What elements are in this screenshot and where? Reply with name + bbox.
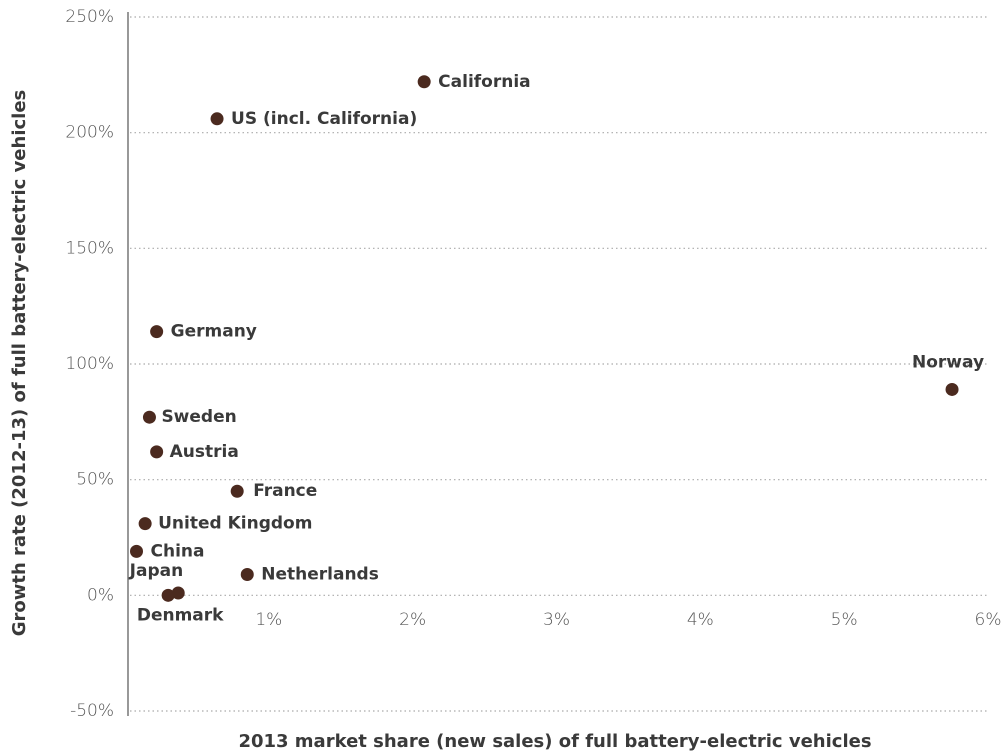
x-tick-label: 1% <box>255 610 282 630</box>
point-label: Denmark <box>137 605 224 625</box>
point-label: United Kingdom <box>158 514 312 534</box>
point <box>142 410 156 424</box>
y-tick-label: 0% <box>87 585 114 605</box>
point <box>171 586 185 600</box>
point-label: US (incl. California) <box>231 109 417 129</box>
point-label: California <box>438 72 530 92</box>
x-tick-label: 2% <box>399 610 426 630</box>
point <box>210 112 224 126</box>
point <box>417 75 431 89</box>
point-label: France <box>253 481 317 501</box>
point-label: Sweden <box>161 407 236 427</box>
point <box>161 588 175 602</box>
point-label: Austria <box>170 442 239 462</box>
x-tick-label: 6% <box>975 610 1002 630</box>
point-label: Norway <box>912 352 984 372</box>
y-tick-label: 100% <box>65 354 114 374</box>
point <box>150 325 164 339</box>
y-tick-label: 150% <box>65 238 114 258</box>
x-tick-label: 3% <box>543 610 570 630</box>
point <box>230 484 244 498</box>
y-tick-label: 250% <box>65 7 114 27</box>
point <box>945 382 959 396</box>
point <box>150 445 164 459</box>
x-tick-label: 4% <box>687 610 714 630</box>
x-tick-label: 5% <box>831 610 858 630</box>
point-label: Germany <box>171 322 257 342</box>
y-tick-label: 200% <box>65 123 114 143</box>
point-label: Japan <box>129 561 184 581</box>
point <box>138 517 152 531</box>
y-tick-label: -50% <box>70 701 114 721</box>
y-tick-label: 50% <box>76 470 114 490</box>
point <box>240 568 254 582</box>
point <box>130 544 144 558</box>
point-label: Netherlands <box>261 565 379 585</box>
point-label: China <box>151 541 205 561</box>
y-axis-title: Growth rate (2012-13) of full battery-el… <box>9 90 30 637</box>
x-axis-title: 2013 market share (new sales) of full ba… <box>238 731 871 752</box>
